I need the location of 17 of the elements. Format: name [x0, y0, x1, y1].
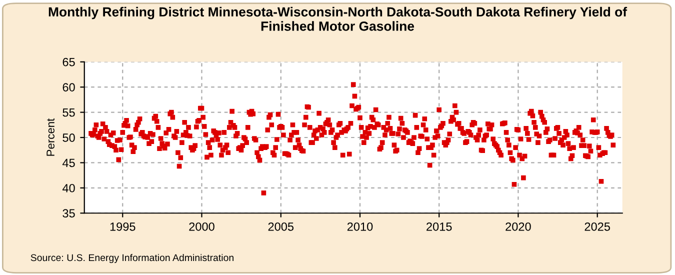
y-tick-label: 40 [62, 184, 75, 192]
y-tick-label: 55 [62, 108, 75, 117]
y-axis-title: Percent [46, 118, 54, 156]
y-tick-label: 45 [62, 158, 75, 168]
x-tick-label: 2015 [426, 222, 452, 231]
x-tick-label: 2025 [584, 222, 610, 231]
y-tick-label: 50 [62, 134, 75, 142]
x-tick-label: 1995 [110, 222, 136, 231]
x-tick-label: 2000 [189, 222, 214, 231]
y-tick-label: 60 [62, 83, 75, 92]
x-tick-label: 2005 [268, 222, 294, 231]
x-tick-label: 2020 [506, 222, 531, 231]
source-note: Source: U.S. Energy Information Administration [30, 254, 234, 264]
y-tick-label: 65 [62, 58, 75, 66]
chart-title: Monthly Refining District Minnesota-Wisconsin-North Dakota-South Dakota Refinery Yield of Finished Motor Gasoline [48, 6, 628, 31]
y-tick-label: 35 [62, 209, 75, 218]
x-tick-label: 2010 [347, 222, 373, 231]
